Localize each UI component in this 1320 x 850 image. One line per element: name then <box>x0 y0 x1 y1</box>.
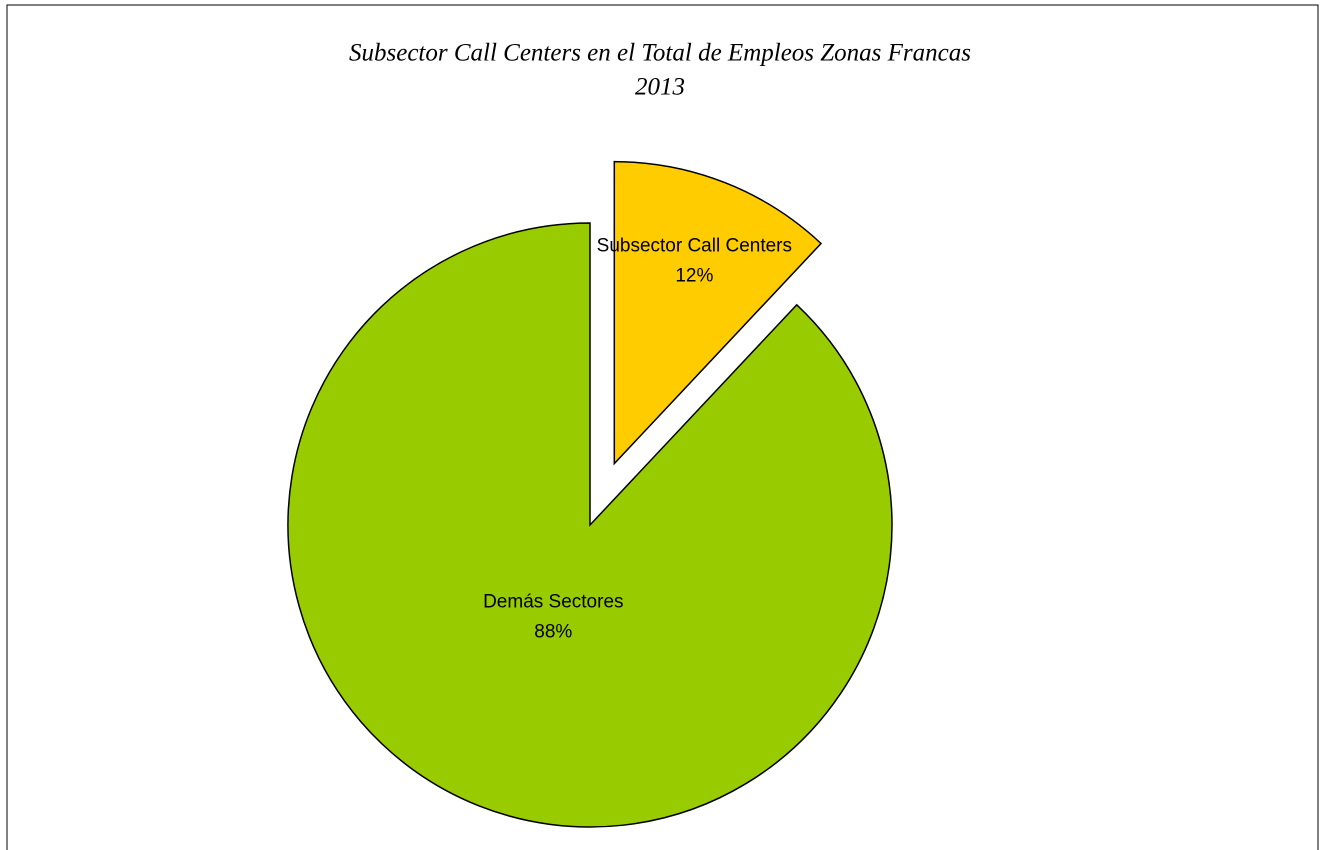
chart-subtitle: 2013 <box>635 74 685 101</box>
slice-label: Subsector Call Centers <box>597 235 792 256</box>
pie-slice <box>287 222 893 828</box>
slice-label: Demás Sectores <box>483 592 623 613</box>
slice-value-label: 88% <box>534 622 572 643</box>
chart-title: Subsector Call Centers en el Total de Em… <box>349 40 971 67</box>
slice-value-label: 12% <box>675 265 713 286</box>
pie-slice <box>613 160 823 466</box>
